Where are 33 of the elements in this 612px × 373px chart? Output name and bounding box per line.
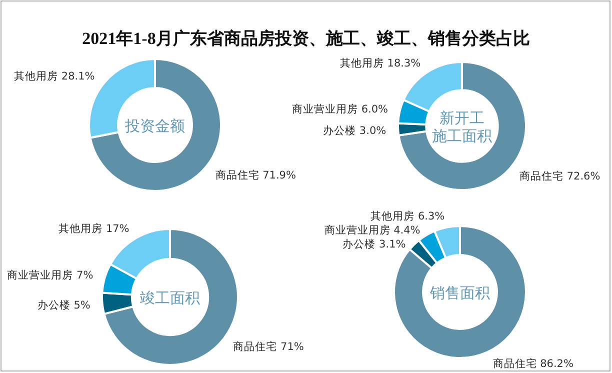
slice-label: 其他用房	[58, 223, 103, 236]
slice-label: 商品住宅	[520, 170, 564, 183]
data-label: 6.3%	[414, 210, 445, 223]
slice-label: 商品住宅	[215, 170, 260, 182]
slice-label: 其他用房	[370, 210, 415, 223]
slice-label: 办公楼	[342, 238, 376, 251]
text: 2021年1-8月广东省商品房投资、施工、竣工、销售分类占比	[82, 29, 530, 48]
data-label: 86.2%	[536, 358, 574, 370]
slice-label: 商品住宅	[492, 358, 537, 370]
slice-label: 其他用房	[340, 57, 384, 70]
data-label: 4.4%	[390, 224, 420, 237]
slice-label: 商业营业用房	[292, 104, 358, 116]
data-label: 7%	[73, 270, 94, 282]
data-label: 71%	[277, 341, 304, 354]
text: 销售面积	[429, 284, 490, 302]
data-label: 71.9%	[259, 170, 296, 182]
data-label: 17%	[102, 223, 130, 236]
slice-label: 商业营业用房	[324, 224, 390, 237]
data-label: 72.6%	[564, 170, 600, 183]
slice-label: 商品住宅	[233, 341, 278, 354]
data-label: 28.1%	[58, 70, 95, 82]
data-label: 18.3%	[384, 57, 421, 70]
data-label: 3.0%	[356, 124, 386, 137]
data-label: 3.1%	[376, 238, 406, 251]
text: 竣工面积	[140, 289, 200, 307]
text: 新开工施工面积	[432, 109, 492, 145]
slice-label: 办公楼	[37, 300, 70, 312]
data-label: 5%	[70, 300, 90, 312]
data-label: 6.0%	[358, 104, 388, 116]
text: 投资金额	[124, 117, 185, 135]
slice-label: 其他用房	[14, 70, 58, 82]
slice-label: 商业营业用房	[7, 270, 74, 282]
slice-label: 办公楼	[323, 124, 356, 137]
